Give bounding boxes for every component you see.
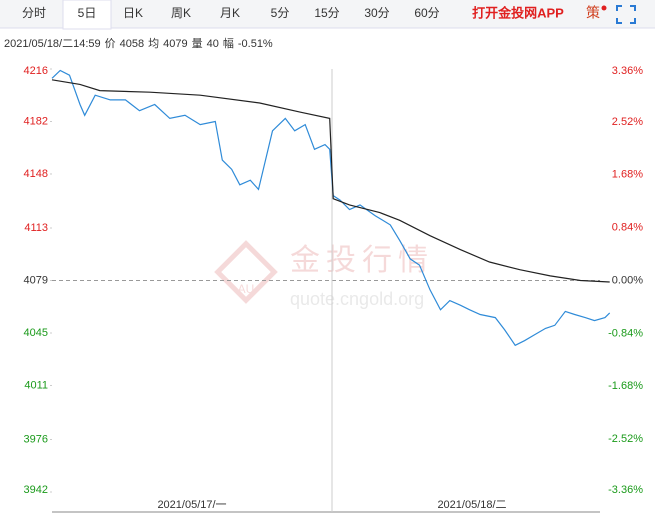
y2-tick-label: -1.68% bbox=[608, 380, 643, 392]
watermark-logo bbox=[214, 240, 278, 304]
tab[interactable]: 30分 bbox=[364, 6, 389, 20]
tab[interactable]: 周K bbox=[171, 6, 191, 20]
y2-tick-label: 3.36% bbox=[612, 65, 643, 77]
y-tick-label: 3942 bbox=[24, 484, 48, 496]
y2-tick-label: -2.52% bbox=[608, 433, 643, 445]
y-tick-label: 4045 bbox=[24, 327, 48, 339]
watermark-logo-text: AU bbox=[238, 282, 255, 296]
tab[interactable]: 分时 bbox=[22, 6, 46, 20]
info-item: 均 bbox=[148, 37, 159, 50]
info-item: 4079 bbox=[163, 38, 187, 50]
y2-tick-label: 1.68% bbox=[612, 169, 643, 181]
y-tick-label: 4113 bbox=[24, 222, 48, 234]
info-item: -0.51% bbox=[238, 38, 273, 50]
info-item: 幅 bbox=[223, 37, 234, 50]
tab[interactable]: 15分 bbox=[314, 6, 339, 20]
tab-selected-bg bbox=[62, 0, 112, 30]
y2-tick-label: 2.52% bbox=[612, 116, 643, 128]
strategy-button[interactable]: 策 bbox=[586, 5, 600, 21]
watermark: AU 金投行情 quote.cngold.org bbox=[214, 240, 428, 309]
fullscreen-icon[interactable] bbox=[616, 5, 636, 24]
price-line bbox=[51, 79, 610, 283]
info-item: 2021/05/18/二14:59 bbox=[4, 38, 101, 50]
y2-tick-label: 0.00% bbox=[612, 274, 643, 286]
y-tick-label: 4079 bbox=[24, 274, 48, 286]
tab[interactable]: 5分 bbox=[271, 6, 290, 20]
y2-tick-label: 0.84% bbox=[612, 222, 643, 234]
tab[interactable]: 5日 bbox=[78, 6, 97, 20]
info-item: 4058 bbox=[120, 38, 144, 50]
tab[interactable]: 60分 bbox=[414, 6, 439, 20]
info-item: 价 bbox=[105, 37, 116, 50]
y-tick-label: 4182 bbox=[24, 115, 48, 127]
app-link[interactable]: 打开金投网APP bbox=[472, 5, 564, 20]
tab[interactable]: 月K bbox=[220, 6, 240, 20]
tab[interactable]: 日K bbox=[123, 6, 143, 20]
y-tick-label: 3976 bbox=[24, 433, 48, 445]
info-item: 40 bbox=[207, 38, 219, 50]
y-tick-label: 4216 bbox=[24, 65, 48, 77]
notify-dot bbox=[601, 5, 607, 11]
y2-tick-label: -3.36% bbox=[608, 484, 643, 496]
y-tick-label: 4011 bbox=[24, 379, 48, 391]
x-tick-label: 2021/05/17/一 bbox=[157, 499, 226, 511]
y2-tick-label: -0.84% bbox=[608, 327, 643, 339]
y-tick-label: 4148 bbox=[24, 168, 48, 180]
watermark-url: quote.cngold.org bbox=[290, 289, 424, 309]
x-tick-label: 2021/05/18/二 bbox=[437, 499, 506, 511]
info-item: 量 bbox=[192, 37, 203, 50]
